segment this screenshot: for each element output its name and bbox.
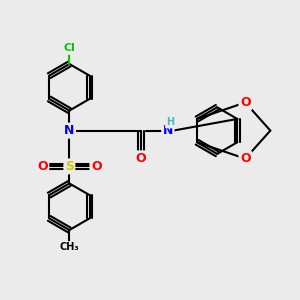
Text: O: O xyxy=(240,152,250,165)
Text: H: H xyxy=(166,117,174,127)
Text: O: O xyxy=(91,160,102,173)
Text: N: N xyxy=(64,124,75,137)
Text: Cl: Cl xyxy=(63,44,75,53)
Text: CH₃: CH₃ xyxy=(60,242,79,252)
Text: O: O xyxy=(37,160,48,173)
Text: O: O xyxy=(136,152,146,165)
Text: N: N xyxy=(163,124,173,137)
Text: O: O xyxy=(240,96,250,109)
Text: S: S xyxy=(65,160,74,173)
